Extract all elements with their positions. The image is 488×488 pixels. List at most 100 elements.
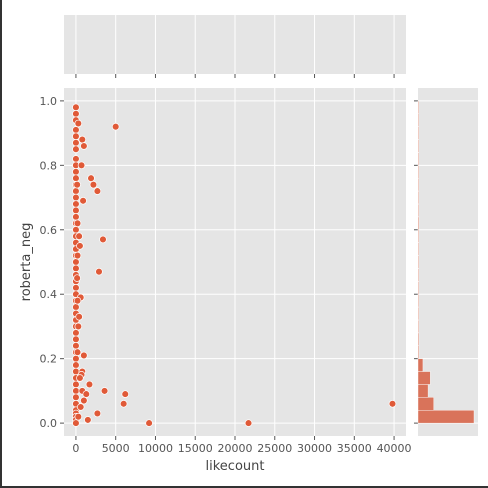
right-histogram-bar [417, 113, 420, 127]
scatter-point [72, 258, 80, 266]
x-axis-label: likecount [206, 459, 265, 474]
right-histogram-bar [417, 190, 420, 205]
right-histogram-bar [417, 319, 420, 334]
scatter-point [73, 348, 82, 356]
scatter-point [244, 419, 253, 427]
scatter-point [72, 200, 80, 208]
right-histogram-bar [417, 242, 420, 256]
scatter-point [80, 396, 88, 405]
scatter-point [99, 235, 107, 244]
scatter-point [72, 126, 80, 134]
y-tick-label: 0.0 [40, 417, 58, 430]
right-histogram-bar [417, 358, 424, 372]
scatter-point [77, 161, 86, 170]
right-histogram-bar [417, 294, 420, 308]
right-histogram-bar [417, 332, 420, 346]
scatter-point [72, 226, 80, 234]
x-tick-label: 20000 [218, 442, 253, 455]
x-tick-label: 15000 [178, 442, 213, 455]
scatter-point [72, 342, 80, 350]
y-tick-label: 1.0 [40, 95, 58, 108]
scatter-points [72, 103, 397, 427]
x-tick-label: 25000 [257, 442, 292, 455]
scatter-point [80, 351, 88, 360]
scatter-point [72, 393, 80, 402]
right-histogram-bar [417, 100, 420, 114]
y-tick-label: 0.2 [40, 353, 58, 366]
y-axis-ticks: 0.0 0.2 0.4 0.6 0.8 1.0 [40, 95, 418, 430]
scatter-point [72, 187, 80, 195]
scatter-point [76, 374, 84, 382]
scatter-point [82, 390, 91, 398]
right-marginal-histogram [417, 100, 475, 424]
scatter-point [73, 219, 82, 228]
scatter-point [72, 264, 80, 273]
right-histogram-bar [417, 306, 420, 321]
scatter-point [93, 187, 102, 195]
y-tick-label: 0.6 [40, 224, 58, 237]
scatter-point [73, 274, 81, 282]
right-histogram-bar [417, 384, 429, 398]
scatter-point [73, 251, 82, 260]
right-histogram-bar [417, 229, 420, 243]
scatter-point [89, 180, 98, 189]
scatter-point [73, 296, 82, 305]
scatter-point [121, 390, 129, 398]
scatter-point [72, 132, 80, 141]
scatter-point [72, 213, 80, 221]
right-histogram-bar [417, 126, 420, 140]
scatter-point [78, 135, 87, 144]
scatter-point [93, 409, 102, 418]
y-tick-label: 0.4 [40, 288, 58, 301]
right-histogram-bar [417, 152, 420, 166]
scatter-point [72, 419, 80, 427]
scatter-point [111, 122, 120, 131]
scatter-point [73, 180, 81, 189]
scatter-point [76, 403, 85, 411]
scatter-point [76, 242, 84, 250]
scatter-point [72, 168, 80, 176]
scatter-point [75, 232, 83, 240]
scatter-point [95, 267, 103, 276]
scatter-point [72, 193, 80, 202]
scatter-point [79, 197, 87, 205]
right-histogram-bar [417, 397, 434, 411]
right-histogram-bar [417, 268, 420, 282]
scatter-point [74, 322, 83, 331]
x-tick-label: 10000 [138, 442, 173, 455]
scatter-point [80, 142, 88, 150]
scatter-point [72, 139, 80, 147]
scatter-point [74, 119, 83, 128]
x-tick-label: 30000 [297, 442, 332, 455]
scatter-point [85, 380, 94, 389]
scatter-point [72, 354, 80, 363]
x-tick-label: 5000 [102, 442, 130, 455]
right-histogram-bar [417, 371, 431, 385]
scatter-point [100, 387, 109, 395]
right-histogram-bar [417, 216, 420, 230]
x-axis-ticks: 0 5000 10000 15000 20000 25000 30000 35000 40000 [72, 74, 412, 455]
scatter-point [72, 335, 80, 344]
top-marginal-grid [75, 15, 395, 74]
scatter-point [119, 400, 128, 408]
right-histogram-bar [417, 178, 420, 192]
scatter-point [72, 329, 80, 337]
x-tick-label: 40000 [377, 442, 412, 455]
scatter-point [388, 400, 397, 408]
right-histogram-bar [417, 281, 420, 295]
scatter-point [87, 174, 95, 182]
y-tick-label: 0.8 [40, 159, 58, 172]
scatter-point [72, 303, 80, 311]
main-grid [64, 88, 406, 436]
scatter-point [72, 174, 80, 182]
scatter-point [72, 206, 80, 215]
x-tick-label: 35000 [337, 442, 372, 455]
scatter-point [75, 313, 83, 321]
scatter-point [72, 103, 80, 112]
scatter-point [72, 387, 80, 395]
right-histogram-bar [417, 410, 475, 424]
scatter-point [84, 416, 92, 424]
right-histogram-bar [417, 345, 420, 359]
